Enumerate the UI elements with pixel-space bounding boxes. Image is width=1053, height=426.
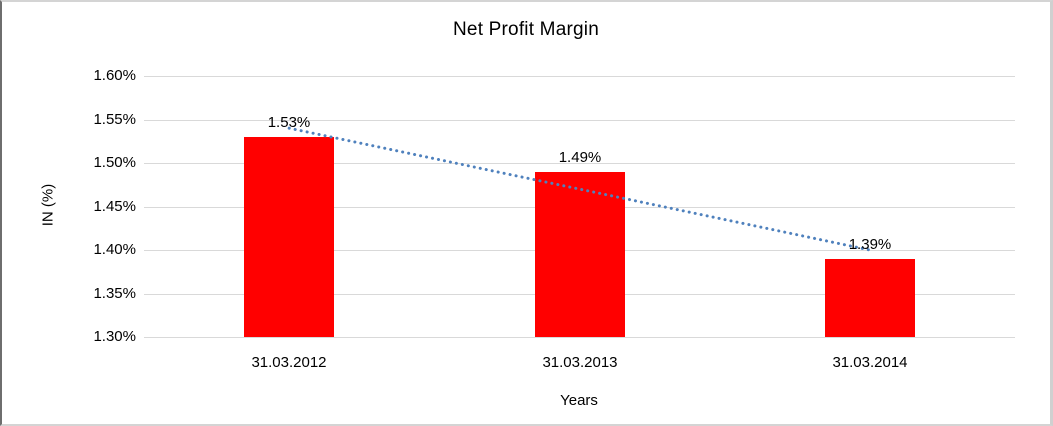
chart-title: Net Profit Margin <box>453 19 599 40</box>
bar <box>244 137 334 337</box>
x-axis-title: Years <box>560 392 598 409</box>
y-tick-label: 1.30% <box>93 328 136 345</box>
gridline <box>144 337 1015 338</box>
gridline <box>144 120 1015 121</box>
y-tick-label: 1.45% <box>93 198 136 215</box>
y-axis-title: IN (%) <box>39 183 57 227</box>
x-tick-label: 31.03.2013 <box>542 354 618 371</box>
x-tick-label: 31.03.2012 <box>251 354 327 371</box>
y-tick-label: 1.50% <box>93 154 136 171</box>
data-label: 1.49% <box>558 149 602 166</box>
bar <box>535 172 625 337</box>
data-label: 1.39% <box>848 236 892 253</box>
y-tick-label: 1.55% <box>93 111 136 128</box>
x-tick-label: 31.03.2014 <box>832 354 908 371</box>
y-tick-label: 1.40% <box>93 241 136 258</box>
gridline <box>144 76 1015 77</box>
y-tick-label: 1.35% <box>93 285 136 302</box>
y-tick-label: 1.60% <box>93 67 136 84</box>
bar <box>825 259 915 337</box>
data-label: 1.53% <box>267 114 311 131</box>
